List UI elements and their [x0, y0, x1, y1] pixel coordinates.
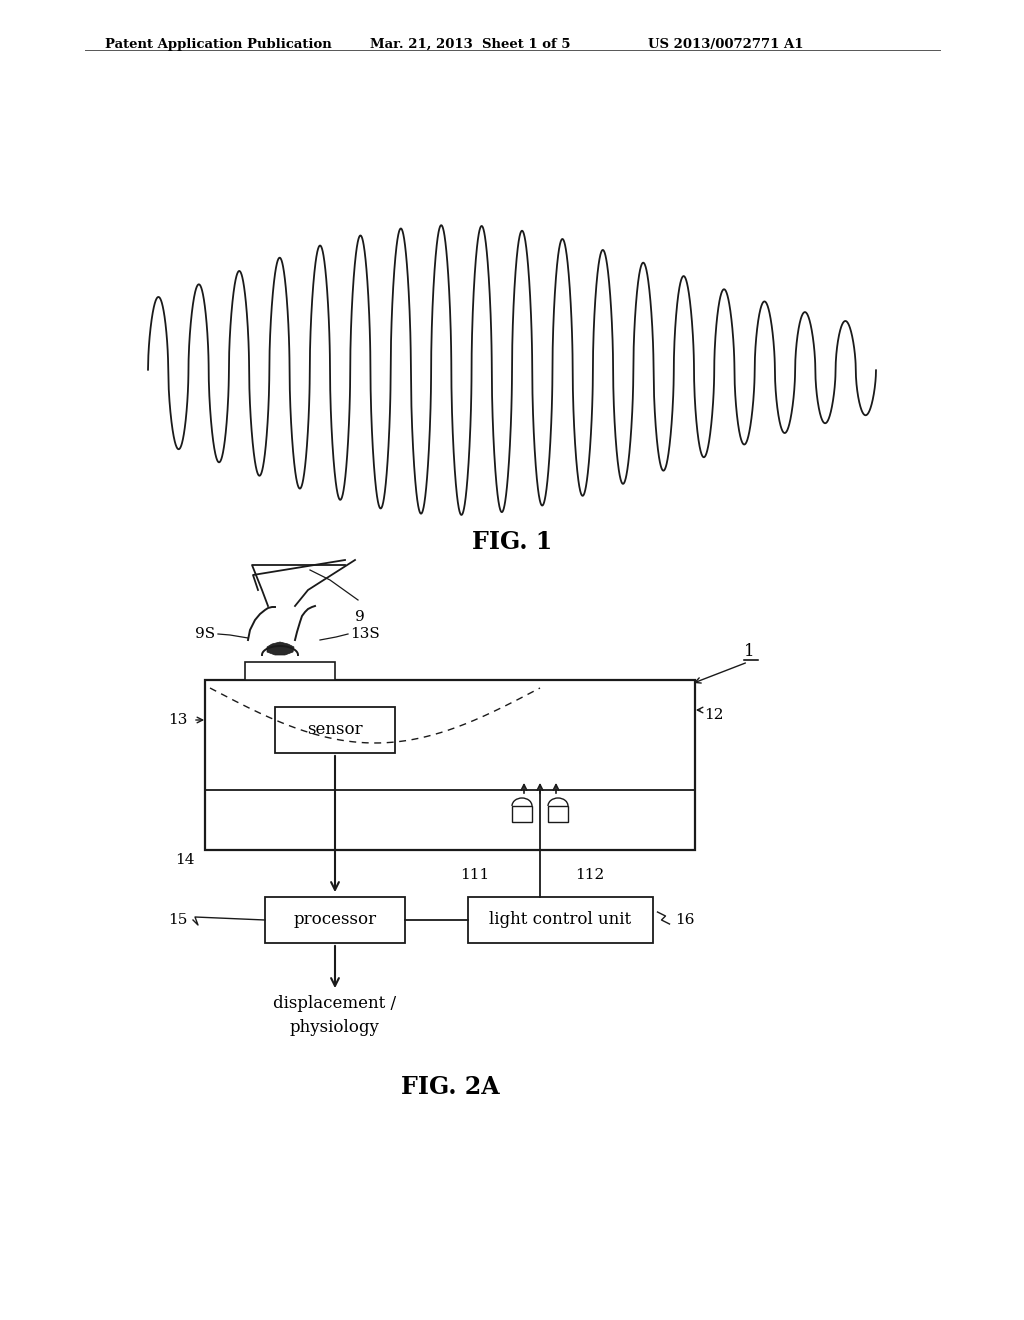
- Text: FIG. 1: FIG. 1: [472, 531, 552, 554]
- Text: FIG. 2A: FIG. 2A: [400, 1074, 500, 1100]
- Bar: [512, 807, 532, 822]
- Text: 13S: 13S: [350, 627, 380, 642]
- Text: processor: processor: [294, 912, 377, 928]
- Bar: [205, 680, 695, 850]
- Text: 14: 14: [175, 853, 195, 867]
- Text: sensor: sensor: [307, 722, 362, 738]
- Bar: [245, 663, 335, 680]
- Bar: [468, 898, 652, 942]
- Bar: [275, 708, 395, 752]
- Text: 1: 1: [744, 643, 755, 660]
- Text: displacement /
physiology: displacement / physiology: [273, 995, 396, 1035]
- Text: 13: 13: [169, 713, 188, 727]
- Bar: [265, 898, 406, 942]
- Text: light control unit: light control unit: [488, 912, 631, 928]
- Text: 9: 9: [355, 610, 365, 624]
- Text: 12: 12: [705, 708, 724, 722]
- Text: Patent Application Publication: Patent Application Publication: [105, 38, 332, 51]
- Text: Mar. 21, 2013  Sheet 1 of 5: Mar. 21, 2013 Sheet 1 of 5: [370, 38, 570, 51]
- Bar: [548, 807, 568, 822]
- Text: US 2013/0072771 A1: US 2013/0072771 A1: [648, 38, 804, 51]
- Text: 15: 15: [169, 913, 188, 927]
- Text: 112: 112: [575, 869, 604, 882]
- Text: 111: 111: [461, 869, 489, 882]
- Text: 16: 16: [676, 913, 695, 927]
- Polygon shape: [267, 642, 294, 655]
- Text: 9S: 9S: [195, 627, 215, 642]
